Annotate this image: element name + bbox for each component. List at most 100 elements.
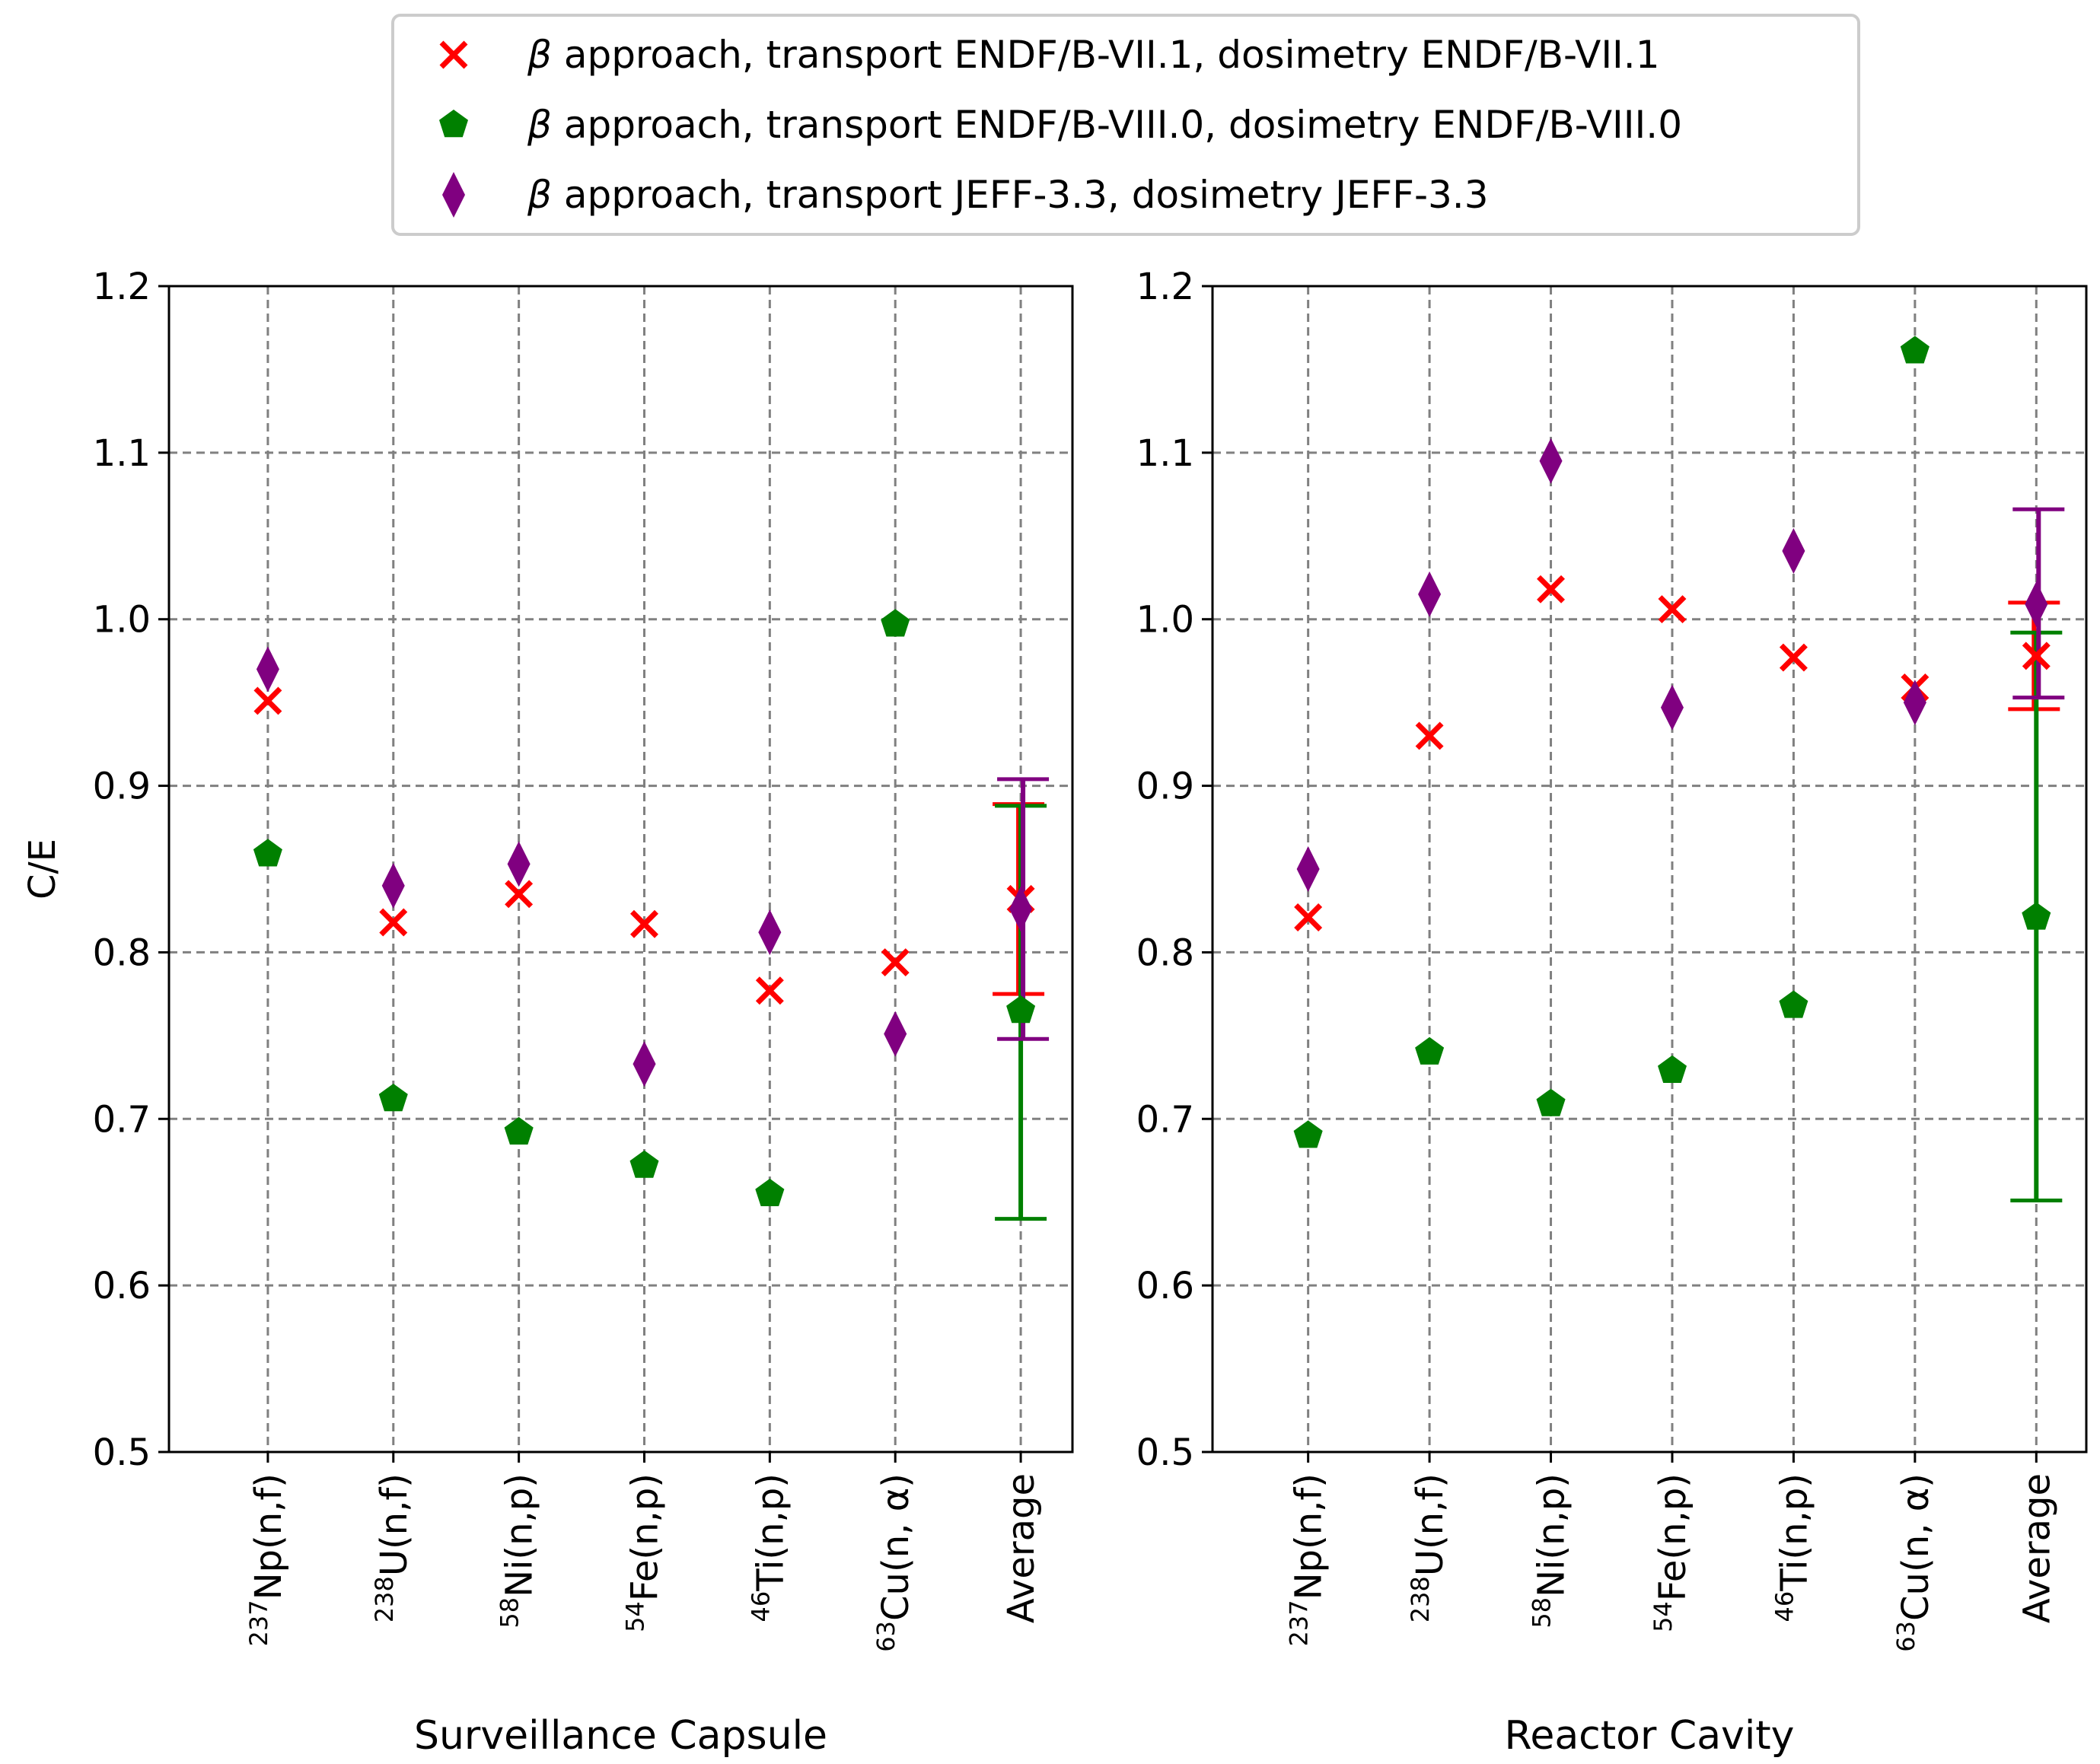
x-tick-label-reaction: Fe(n,p)	[623, 1473, 666, 1601]
y-tick-label: 0.7	[1136, 1098, 1194, 1141]
x-tick-label-superscript: 54	[1649, 1601, 1678, 1632]
x-tick-label-reaction: U(n,f)	[1409, 1473, 1452, 1576]
y-tick-label: 1.1	[93, 432, 151, 475]
legend-label: β approach, transport ENDF/B-VII.1, dosi…	[527, 33, 1660, 77]
x-tick-label: 238U(n,f)	[370, 1473, 416, 1622]
data-point	[755, 1178, 785, 1206]
x-axis-label: Reactor Cavity	[1505, 1713, 1795, 1759]
y-tick-label: 0.5	[93, 1431, 151, 1474]
data-point-stroke-b	[1658, 595, 1687, 624]
data-point	[633, 1041, 656, 1087]
legend-label: β approach, transport ENDF/B-VIII.0, dos…	[527, 103, 1682, 147]
plot-frame	[167, 285, 1074, 1454]
data-point-stroke-b	[2022, 642, 2051, 670]
legend-label-symbol: β	[527, 103, 552, 147]
x-tick-label-superscript: 54	[620, 1601, 649, 1632]
data-point	[381, 862, 405, 909]
y-tick-label: 1.2	[93, 266, 151, 308]
diamond-icon	[442, 172, 465, 218]
pentagon-icon	[439, 110, 468, 138]
x-tick-label-reaction: Ni(n,p)	[1531, 1473, 1573, 1597]
data-point	[1660, 684, 1684, 731]
x-tick-label-superscript: 58	[1528, 1597, 1557, 1629]
data-point	[1415, 1036, 1445, 1065]
x-axis-label: Surveillance Capsule	[414, 1713, 827, 1759]
data-point	[1009, 886, 1033, 932]
x-tick-label-superscript: 63	[872, 1621, 900, 1652]
data-point	[504, 1116, 534, 1145]
x-tick-label: Average	[2016, 1473, 2058, 1623]
x-tick-label-superscript: 238	[370, 1576, 399, 1622]
data-point	[253, 839, 282, 867]
data-point	[1296, 846, 1320, 892]
data-point-stroke-b	[630, 909, 658, 938]
legend-label: β approach, transport JEFF-3.3, dosimetr…	[527, 173, 1489, 217]
x-tick-label-superscript: 46	[746, 1591, 775, 1622]
x-tick-label-reaction: Cu(n, α)	[1894, 1473, 1937, 1621]
data-point-stroke-b	[1779, 643, 1808, 672]
x-tick-label-reaction: Ti(n,p)	[749, 1473, 792, 1592]
legend-label-text: approach, transport ENDF/B-VIII.0, dosim…	[552, 103, 1682, 147]
data-point-stroke-b	[1415, 721, 1444, 750]
data-point	[755, 976, 784, 1005]
data-point-stroke-b	[755, 976, 784, 1005]
x-tick-label-reaction: U(n,f)	[373, 1473, 416, 1576]
data-point-stroke-b	[1294, 903, 1323, 931]
y-tick-label: 0.8	[1136, 931, 1194, 974]
legend-label-symbol: β	[527, 173, 552, 217]
data-point	[1900, 336, 1930, 364]
data-point	[1537, 575, 1566, 603]
x-tick-label: 237Np(n,f)	[244, 1473, 290, 1646]
x-tick-label-superscript: 237	[1285, 1600, 1314, 1646]
y-tick-label: 0.9	[93, 766, 151, 808]
data-point	[1293, 1120, 1323, 1148]
data-point	[2022, 642, 2051, 670]
data-point	[1779, 643, 1808, 672]
data-point	[378, 1084, 408, 1112]
x-tick-label-superscript: 63	[1891, 1621, 1920, 1652]
data-point	[758, 909, 782, 956]
legend-label-text: approach, transport JEFF-3.3, dosimetry …	[552, 173, 1489, 217]
data-point	[507, 841, 531, 887]
x-tick-label-superscript: 237	[244, 1600, 273, 1646]
y-tick-label: 0.5	[1136, 1431, 1194, 1474]
data-point	[1658, 595, 1687, 624]
x-tick-label: 63Cu(n, α)	[872, 1473, 917, 1652]
chart-reactor-cavity: 0.5 0.6 0.7 0.8 0.9 1.0 1.1 1.2 237Np(n,f) 238U(n…	[1136, 266, 2088, 1759]
y-tick-label: 1.1	[1136, 432, 1194, 475]
x-tick-label-reaction: Ti(n,p)	[1773, 1473, 1815, 1592]
data-point	[379, 908, 408, 937]
legend-label-text: approach, transport ENDF/B-VII.1, dosime…	[552, 33, 1660, 77]
data-point	[1418, 571, 1442, 617]
data-point	[256, 646, 279, 693]
y-tick-label: 0.6	[93, 1265, 151, 1307]
data-point-stroke-b	[505, 880, 534, 909]
data-point	[2022, 902, 2051, 930]
x-tick-label: 54Fe(n,p)	[620, 1473, 666, 1632]
y-tick-label: 0.7	[93, 1098, 151, 1141]
data-point	[1658, 1055, 1687, 1083]
x-icon	[439, 40, 468, 69]
data-point	[1903, 680, 1926, 726]
y-tick-label: 1.0	[93, 599, 151, 642]
x-tick-label: Average	[1000, 1473, 1043, 1623]
x-tick-label: 46Ti(n,p)	[1770, 1473, 1815, 1622]
x-tick-label: 58Ni(n,p)	[496, 1473, 541, 1629]
data-point	[1536, 1088, 1566, 1116]
y-tick-label: 0.9	[1136, 766, 1194, 808]
x-icon-stroke-b	[439, 40, 468, 69]
data-point	[884, 1011, 907, 1057]
data-point	[1539, 438, 1563, 484]
legend-box	[391, 14, 1860, 236]
y-axis-label: C/E	[21, 839, 64, 900]
chart-surveillance-capsule: 0.5 0.6 0.7 0.8 0.9 1.0 1.1 1.2 237Np(n,f) 238U(n…	[21, 266, 1074, 1759]
data-point	[253, 686, 282, 715]
data-point	[630, 909, 658, 938]
x-tick-label: 54Fe(n,p)	[1649, 1473, 1694, 1632]
x-tick-label-superscript: 58	[496, 1597, 524, 1629]
x-tick-label-reaction: Np(n,f)	[1288, 1473, 1330, 1600]
y-tick-label: 0.6	[1136, 1265, 1194, 1307]
x-tick-label-reaction: Np(n,f)	[247, 1473, 290, 1600]
data-point	[1779, 990, 1808, 1018]
